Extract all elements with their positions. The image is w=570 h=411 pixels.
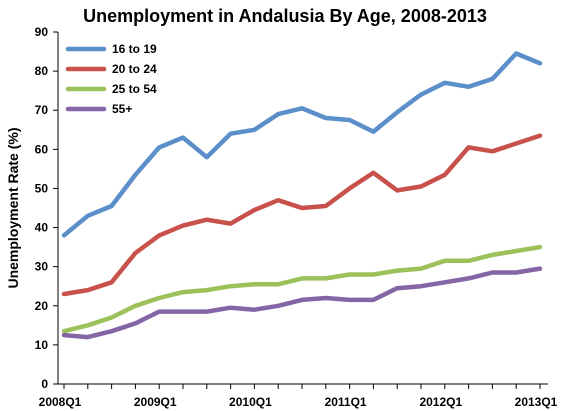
- y-tick-label: 60: [35, 142, 49, 156]
- chart-title: Unemployment in Andalusia By Age, 2008-2…: [83, 6, 487, 26]
- y-tick-label: 80: [35, 64, 49, 78]
- legend-label-25-to-54: 25 to 54: [112, 82, 157, 96]
- y-tick-label: 70: [35, 103, 49, 117]
- legend-label-16-to-19: 16 to 19: [112, 42, 157, 56]
- x-tick-label: 2010Q1: [229, 395, 272, 409]
- y-tick-label: 20: [35, 299, 49, 313]
- x-tick-label: 2009Q1: [134, 395, 177, 409]
- legend-label-20-to-24: 20 to 24: [112, 62, 157, 76]
- series-line-16-to-19: [61, 51, 543, 238]
- x-tick-label: 2011Q1: [325, 395, 367, 409]
- series-line-25-to-54: [61, 244, 543, 334]
- series-line-20-to-24: [61, 133, 543, 297]
- x-tick-label: 2012Q1: [419, 395, 462, 409]
- legend-label-55: 55+: [112, 102, 132, 116]
- y-tick-label: 10: [35, 338, 49, 352]
- y-tick-label: 90: [35, 25, 49, 39]
- y-axis-title: Unemployment Rate (%): [5, 127, 21, 288]
- y-tick-label: 30: [35, 260, 49, 274]
- x-tick-label: 2013Q1: [515, 395, 558, 409]
- y-tick-label: 40: [35, 221, 49, 235]
- y-tick-label: 50: [35, 181, 49, 195]
- series-line-55: [61, 266, 543, 340]
- x-tick-label: 2008Q1: [39, 395, 82, 409]
- y-tick-label: 0: [41, 377, 48, 391]
